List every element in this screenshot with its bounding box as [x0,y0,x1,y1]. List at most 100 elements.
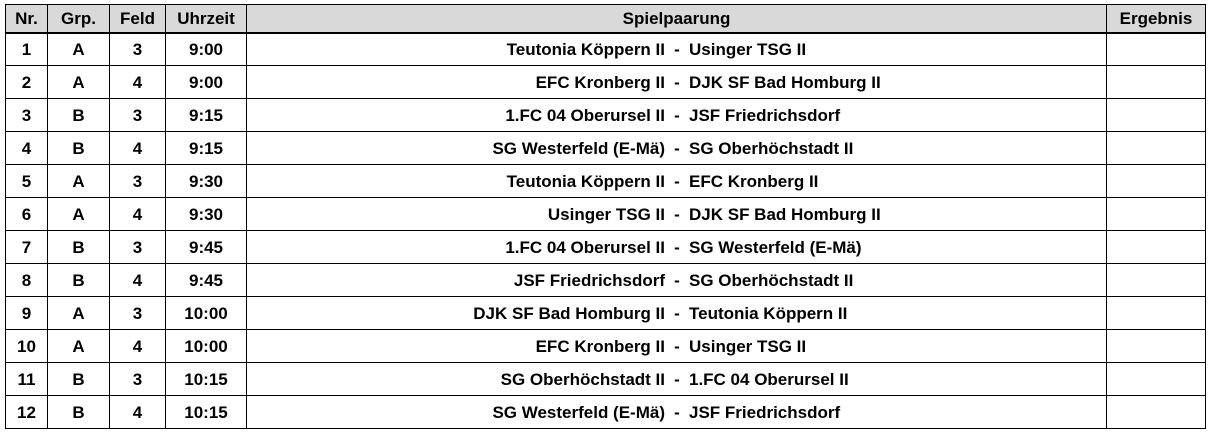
match-row: 10 A 4 10:00 EFC Kronberg II - Usinger T… [5,329,1206,363]
match-grp: B [47,263,110,297]
match-grp: A [47,197,110,231]
match-pairing: EFC Kronberg II - DJK SF Bad Homburg II [246,65,1107,99]
match-row: 7 B 3 9:45 1.FC 04 Oberursel II - SG Wes… [5,230,1206,264]
home-team: EFC Kronberg II [535,72,665,92]
match-ergebnis[interactable] [1106,263,1206,297]
away-team: Usinger TSG II [689,336,807,356]
match-feld: 4 [109,329,166,363]
match-nr: 6 [5,197,48,231]
pairing-container: SG Oberhöchstadt II - 1.FC 04 Oberursel … [248,371,1106,388]
match-nr: 2 [5,65,48,99]
match-nr: 10 [5,329,48,363]
match-row: 1 A 3 9:00 Teutonia Köppern II - Usinger… [5,32,1206,66]
match-feld: 3 [109,230,166,264]
header-row: Nr. Grp. Feld Uhrzeit Spielpaarung Ergeb… [5,4,1206,34]
match-pairing: 1.FC 04 Oberursel II - JSF Friedrichsdor… [246,98,1107,132]
match-pairing: SG Westerfeld (E-Mä) - JSF Friedrichsdor… [246,395,1107,429]
pairing-separator: - [674,204,680,224]
match-row: 3 B 3 9:15 1.FC 04 Oberursel II - JSF Fr… [5,98,1206,132]
away-team: DJK SF Bad Homburg II [689,72,881,92]
pairing-container: SG Westerfeld (E-Mä) - SG Oberhöchstadt … [248,138,1106,158]
match-schedule-table: Nr. Grp. Feld Uhrzeit Spielpaarung Ergeb… [5,4,1206,429]
match-nr: 4 [5,131,48,165]
match-ergebnis[interactable] [1106,65,1206,99]
match-feld: 4 [109,131,166,165]
match-grp: B [47,131,110,165]
pairing-separator: - [674,105,680,125]
pairing-container: 1.FC 04 Oberursel II - JSF Friedrichsdor… [248,105,1106,125]
match-ergebnis[interactable] [1106,362,1206,396]
away-team: SG Oberhöchstadt II [689,270,854,290]
header-ergebnis: Ergebnis [1106,4,1206,34]
match-uhrzeit: 10:00 [165,296,247,330]
pairing-separator: - [674,237,680,257]
match-nr: 8 [5,263,48,297]
match-uhrzeit: 9:30 [165,164,247,198]
match-grp: B [47,395,110,429]
home-team: EFC Kronberg II [535,336,665,356]
match-pairing: SG Westerfeld (E-Mä) - SG Oberhöchstadt … [246,131,1107,165]
match-ergebnis[interactable] [1106,395,1206,429]
match-uhrzeit: 9:45 [165,230,247,264]
pairing-separator: - [674,72,680,92]
home-team: Teutonia Köppern II [506,171,665,191]
match-pairing: Usinger TSG II - DJK SF Bad Homburg II [246,197,1107,231]
match-feld: 3 [109,32,166,66]
home-team: Usinger TSG II [547,204,665,224]
match-uhrzeit: 9:30 [165,197,247,231]
header-grp: Grp. [47,4,110,34]
pairing-separator: - [674,138,680,158]
header-feld: Feld [109,4,166,34]
match-feld: 3 [109,296,166,330]
match-uhrzeit: 10:15 [165,395,247,429]
match-grp: B [47,230,110,264]
match-uhrzeit: 9:45 [165,263,247,297]
away-team: JSF Friedrichsdorf [689,105,841,125]
header-uhrzeit: Uhrzeit [165,4,247,34]
match-ergebnis[interactable] [1106,98,1206,132]
match-ergebnis[interactable] [1106,164,1206,198]
match-uhrzeit: 10:00 [165,329,247,363]
match-grp: A [47,65,110,99]
match-ergebnis[interactable] [1106,230,1206,264]
match-feld: 4 [109,197,166,231]
match-grp: B [47,98,110,132]
match-feld: 3 [109,164,166,198]
match-ergebnis[interactable] [1106,32,1206,66]
match-pairing: SG Oberhöchstadt II - 1.FC 04 Oberursel … [246,362,1107,396]
match-feld: 4 [109,263,166,297]
match-ergebnis[interactable] [1106,131,1206,165]
match-row: 4 B 4 9:15 SG Westerfeld (E-Mä) - SG Obe… [5,131,1206,165]
match-ergebnis[interactable] [1106,296,1206,330]
away-team: Usinger TSG II [689,40,807,59]
match-pairing: Teutonia Köppern II - Usinger TSG II [246,32,1107,66]
match-ergebnis[interactable] [1106,197,1206,231]
match-rows: 1 A 3 9:00 Teutonia Köppern II - Usinger… [5,32,1206,429]
match-ergebnis[interactable] [1106,329,1206,363]
match-pairing: JSF Friedrichsdorf - SG Oberhöchstadt II [246,263,1107,297]
match-row: 9 A 3 10:00 DJK SF Bad Homburg II - Teut… [5,296,1206,330]
pairing-container: Teutonia Köppern II - EFC Kronberg II [248,171,1106,191]
pairing-container: JSF Friedrichsdorf - SG Oberhöchstadt II [248,270,1106,290]
match-uhrzeit: 9:15 [165,98,247,132]
away-team: SG Westerfeld (E-Mä) [689,237,862,257]
pairing-separator: - [674,40,680,59]
away-team: JSF Friedrichsdorf [689,402,841,422]
match-uhrzeit: 9:00 [165,65,247,99]
pairing-container: EFC Kronberg II - DJK SF Bad Homburg II [248,72,1106,92]
pairing-container: 1.FC 04 Oberursel II - SG Westerfeld (E-… [248,237,1106,257]
match-row: 5 A 3 9:30 Teutonia Köppern II - EFC Kro… [5,164,1206,198]
match-uhrzeit: 9:15 [165,131,247,165]
match-grp: B [47,362,110,396]
match-feld: 4 [109,65,166,99]
pairing-container: Teutonia Köppern II - Usinger TSG II [248,40,1106,59]
match-nr: 1 [5,32,48,66]
match-uhrzeit: 9:00 [165,32,247,66]
pairing-separator: - [674,171,680,191]
match-row: 11 B 3 10:15 SG Oberhöchstadt II - 1.FC … [5,362,1206,396]
pairing-container: DJK SF Bad Homburg II - Teutonia Köppern… [248,305,1106,322]
home-team: Teutonia Köppern II [506,40,665,59]
header-nr: Nr. [5,4,48,34]
match-pairing: DJK SF Bad Homburg II - Teutonia Köppern… [246,296,1107,330]
match-pairing: Teutonia Köppern II - EFC Kronberg II [246,164,1107,198]
